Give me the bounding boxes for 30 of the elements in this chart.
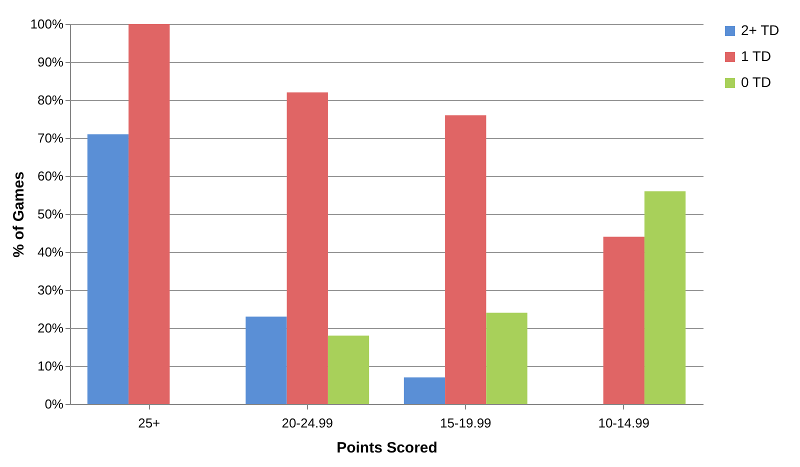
y-tick-label: 30% xyxy=(37,282,64,298)
bar xyxy=(246,316,287,404)
bar xyxy=(445,115,486,404)
x-tick-label: 15-19.99 xyxy=(440,416,492,430)
y-tick-label: 60% xyxy=(37,168,64,184)
y-tick-label: 80% xyxy=(37,92,64,108)
x-axis-title: Points Scored xyxy=(336,440,438,456)
y-tick-label: 90% xyxy=(37,54,64,70)
y-tick-label: 70% xyxy=(37,130,64,146)
bar xyxy=(128,24,170,404)
bar xyxy=(87,134,129,404)
x-tick-label: 20-24.99 xyxy=(282,416,334,430)
y-axis-title: % of Games xyxy=(10,172,28,258)
bar xyxy=(328,336,370,404)
bar xyxy=(486,312,528,404)
bar xyxy=(644,191,686,404)
y-tick-label: 20% xyxy=(37,320,64,336)
legend-label: 1 TD xyxy=(741,48,772,64)
legend-label: 2+ TD xyxy=(741,22,780,38)
y-tick-label: 10% xyxy=(37,358,64,374)
y-tick-label: 100% xyxy=(30,16,64,32)
x-tick-label: 10-14.99 xyxy=(598,416,650,430)
bar xyxy=(286,92,328,404)
x-tick-label: 25+ xyxy=(138,416,160,430)
y-tick-label: 0% xyxy=(44,396,64,412)
y-tick-label: 40% xyxy=(37,244,64,260)
legend-label: 0 TD xyxy=(741,74,772,90)
bar xyxy=(603,236,644,404)
bar xyxy=(404,377,446,404)
y-tick-label: 50% xyxy=(37,206,64,222)
